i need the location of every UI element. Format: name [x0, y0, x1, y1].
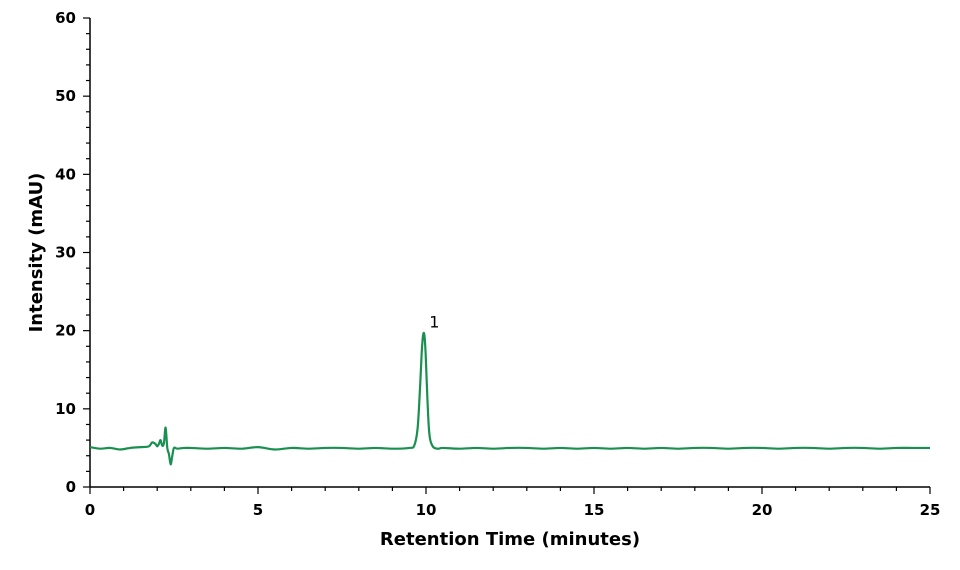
x-tick-label: 25: [920, 501, 941, 519]
peak-annotations: 1: [429, 313, 439, 332]
y-tick-label: 10: [55, 400, 76, 418]
x-tick-label: 10: [416, 501, 437, 519]
y-tick-label: 0: [66, 478, 76, 496]
chromatogram-trace: [89, 331, 930, 466]
x-axis-title: Retention Time (minutes): [380, 529, 640, 550]
y-axis-ticks: 0 10 20 30 40 50 60: [55, 9, 90, 496]
peak-label: 1: [429, 313, 439, 332]
y-tick-label: 50: [55, 87, 76, 105]
x-tick-label: 5: [253, 501, 263, 519]
x-axis-ticks: 0 5 10 15 20 25: [85, 487, 941, 519]
x-tick-label: 15: [584, 501, 605, 519]
x-tick-label: 0: [85, 501, 95, 519]
y-tick-label: 60: [55, 9, 76, 27]
y-axis-title: Intensity (mAU): [26, 173, 47, 333]
x-tick-label: 20: [752, 501, 773, 519]
y-tick-label: 20: [55, 322, 76, 340]
y-tick-label: 40: [55, 165, 76, 183]
y-tick-label: 30: [55, 244, 76, 262]
